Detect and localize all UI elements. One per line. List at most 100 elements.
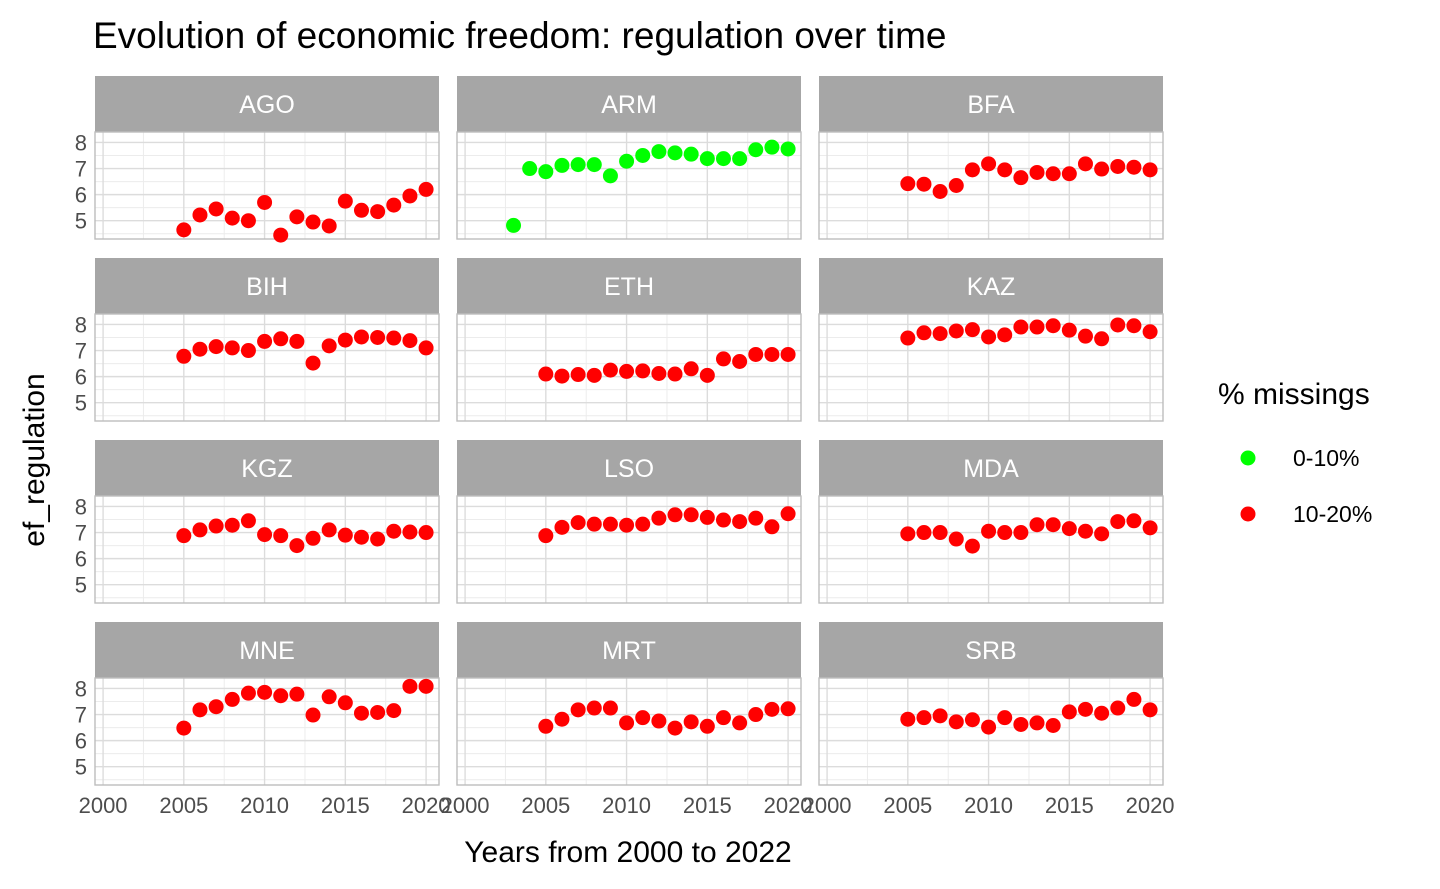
data-point bbox=[554, 711, 570, 727]
data-point bbox=[402, 678, 418, 694]
legend-label: 10-20% bbox=[1293, 501, 1372, 527]
data-point bbox=[337, 332, 353, 348]
data-point bbox=[699, 367, 715, 383]
x-tick-label: 2005 bbox=[521, 793, 570, 818]
data-point bbox=[715, 710, 731, 726]
data-point bbox=[916, 325, 932, 341]
y-axis-label: ef_regulation bbox=[18, 373, 51, 546]
data-point bbox=[900, 176, 916, 192]
data-point bbox=[586, 157, 602, 173]
data-point bbox=[715, 512, 731, 528]
x-tick-label: 2000 bbox=[441, 793, 490, 818]
chart-title: Evolution of economic freedom: regulatio… bbox=[93, 15, 947, 56]
data-point bbox=[305, 707, 321, 723]
data-point bbox=[1142, 162, 1158, 178]
data-point bbox=[224, 691, 240, 707]
data-point bbox=[1013, 716, 1029, 732]
data-point bbox=[602, 700, 618, 716]
panel-border bbox=[818, 677, 1164, 786]
data-point bbox=[586, 367, 602, 383]
data-point bbox=[554, 368, 570, 384]
data-point bbox=[321, 338, 337, 354]
data-point bbox=[418, 181, 434, 197]
data-point bbox=[667, 366, 683, 382]
facet-panel-lso: LSO bbox=[456, 440, 802, 604]
data-point bbox=[273, 688, 289, 704]
data-point bbox=[1110, 514, 1126, 530]
data-point bbox=[1029, 517, 1045, 533]
data-point bbox=[538, 718, 554, 734]
y-tick-label: 5 bbox=[75, 391, 87, 416]
facet-strip bbox=[819, 76, 1163, 132]
data-point bbox=[386, 523, 402, 539]
data-point bbox=[208, 339, 224, 355]
data-point bbox=[1126, 159, 1142, 175]
data-point bbox=[1077, 328, 1093, 344]
y-tick-label: 7 bbox=[75, 703, 87, 728]
y-tick-label: 6 bbox=[75, 365, 87, 390]
data-point bbox=[208, 699, 224, 715]
legend-title: % missings bbox=[1218, 378, 1370, 411]
panel-border bbox=[818, 313, 1164, 422]
legend-key bbox=[1240, 450, 1256, 466]
data-point bbox=[305, 355, 321, 371]
data-point bbox=[635, 516, 651, 532]
data-point bbox=[224, 517, 240, 533]
data-point bbox=[1126, 691, 1142, 707]
data-point bbox=[1061, 521, 1077, 537]
data-point bbox=[1094, 331, 1110, 347]
data-point bbox=[1142, 520, 1158, 536]
facet-panel-arm: ARM bbox=[456, 76, 802, 240]
data-point bbox=[240, 343, 256, 359]
y-tick-label: 5 bbox=[75, 209, 87, 234]
x-tick-label: 2010 bbox=[602, 793, 651, 818]
data-point bbox=[386, 197, 402, 213]
data-point bbox=[370, 704, 386, 720]
x-tick-label: 2020 bbox=[1126, 793, 1175, 818]
data-point bbox=[997, 162, 1013, 178]
data-point bbox=[997, 327, 1013, 343]
data-point bbox=[932, 184, 948, 200]
data-point bbox=[554, 157, 570, 173]
panel-border bbox=[456, 495, 802, 604]
facet-strip bbox=[95, 258, 439, 314]
facet-strip bbox=[95, 76, 439, 132]
x-tick-label: 2010 bbox=[964, 793, 1013, 818]
data-point bbox=[337, 193, 353, 209]
facet-panel-kaz: KAZ bbox=[818, 258, 1164, 422]
data-point bbox=[402, 333, 418, 349]
data-point bbox=[900, 330, 916, 346]
data-point bbox=[780, 141, 796, 157]
data-point bbox=[981, 523, 997, 539]
data-point bbox=[1029, 319, 1045, 335]
data-point bbox=[273, 528, 289, 544]
data-point bbox=[619, 363, 635, 379]
data-point bbox=[176, 720, 192, 736]
data-point bbox=[570, 157, 586, 173]
data-point bbox=[353, 329, 369, 345]
x-tick-label: 2015 bbox=[321, 793, 370, 818]
data-point bbox=[240, 685, 256, 701]
data-point bbox=[1077, 701, 1093, 717]
x-tick-label: 2020 bbox=[764, 793, 813, 818]
data-point bbox=[1110, 317, 1126, 333]
y-tick-label: 8 bbox=[75, 312, 87, 337]
facet-strip bbox=[819, 440, 1163, 496]
data-point bbox=[240, 213, 256, 229]
data-point bbox=[1126, 318, 1142, 334]
data-point bbox=[370, 204, 386, 220]
data-point bbox=[1142, 702, 1158, 718]
data-point bbox=[176, 348, 192, 364]
data-point bbox=[667, 720, 683, 736]
data-point bbox=[1029, 164, 1045, 180]
x-tick-label: 2015 bbox=[683, 793, 732, 818]
data-point bbox=[176, 222, 192, 238]
data-point bbox=[1110, 158, 1126, 174]
data-point bbox=[602, 168, 618, 184]
y-tick-label: 7 bbox=[75, 521, 87, 546]
data-point bbox=[619, 517, 635, 533]
data-point bbox=[748, 142, 764, 158]
data-point bbox=[192, 522, 208, 538]
